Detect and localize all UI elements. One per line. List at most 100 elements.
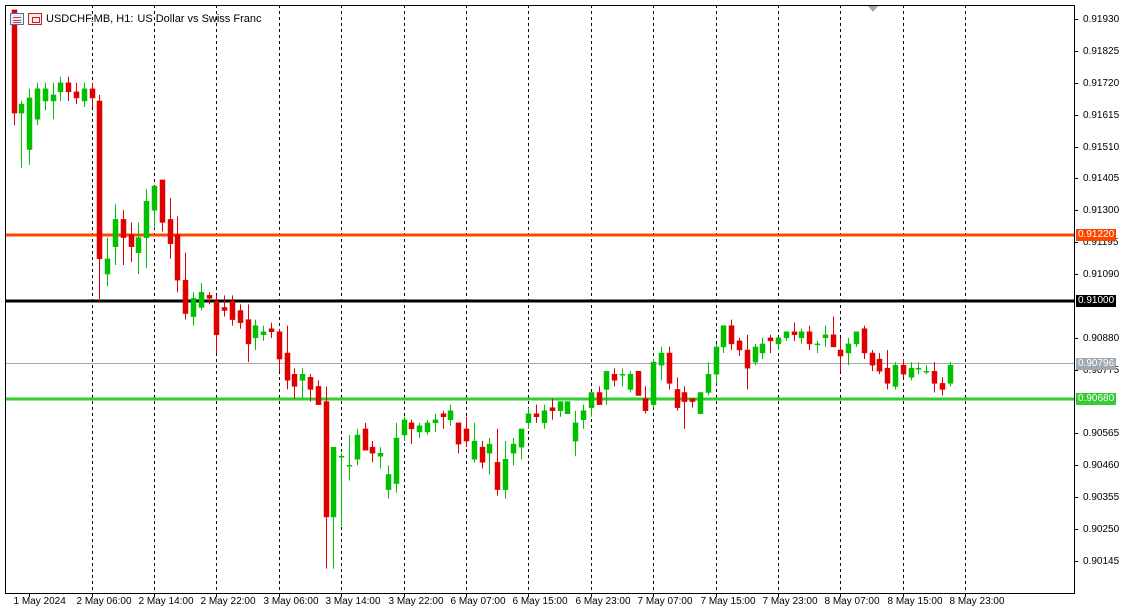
candle-body — [861, 328, 868, 354]
candle — [81, 82, 88, 108]
candle-body — [791, 331, 798, 336]
candle — [447, 404, 454, 426]
chart-description: US Dollar vs Swiss Franc — [137, 13, 262, 25]
candle — [120, 210, 127, 265]
candle — [245, 304, 252, 363]
candle-body — [845, 343, 852, 354]
candle — [57, 76, 64, 101]
candle-body — [408, 422, 415, 430]
candle-body — [557, 401, 564, 411]
candle — [26, 88, 33, 165]
candle — [908, 362, 915, 381]
candle-body — [541, 410, 548, 424]
candle-body — [34, 88, 41, 120]
candle-body — [330, 446, 337, 518]
candle — [229, 295, 236, 326]
candle — [510, 438, 517, 466]
candle — [206, 292, 213, 305]
candle — [853, 331, 860, 347]
candle — [869, 349, 876, 372]
candle — [518, 428, 525, 460]
candle — [798, 328, 805, 344]
candle — [299, 368, 306, 399]
candle-body — [362, 428, 369, 451]
candle-body — [167, 219, 174, 244]
candle — [268, 322, 275, 338]
candle — [486, 438, 493, 475]
candle-body — [900, 364, 907, 375]
candle — [752, 343, 759, 366]
candle-body — [190, 298, 197, 317]
price-tick-label: 0.91720 — [1083, 77, 1120, 89]
candle — [596, 386, 603, 405]
candle — [697, 392, 704, 414]
candle — [744, 334, 751, 390]
candle-body — [128, 234, 135, 247]
level-line-tag: 0.91000 — [1076, 295, 1117, 307]
time-tick-label: 3 May 06:00 — [263, 596, 319, 607]
candle — [674, 377, 681, 411]
candle — [362, 422, 369, 451]
candle-body — [291, 374, 298, 387]
candle — [603, 370, 610, 405]
candle — [783, 331, 790, 341]
level-line-tag: 0.91220 — [1076, 229, 1117, 241]
symbol-list-icon[interactable] — [10, 13, 24, 25]
candle — [541, 404, 548, 429]
candle-body — [783, 331, 790, 339]
candle-body — [198, 292, 205, 308]
candle — [814, 340, 821, 354]
candle-body — [174, 234, 181, 281]
candle-body — [213, 301, 220, 336]
candle — [759, 337, 766, 360]
candle-body — [401, 419, 408, 436]
candle — [401, 416, 408, 442]
candle-body — [642, 398, 649, 411]
candle — [151, 185, 158, 229]
price-tick-label: 0.91300 — [1083, 204, 1120, 216]
candle — [845, 337, 852, 366]
candle — [104, 237, 111, 287]
chart-image-icon[interactable] — [28, 13, 42, 25]
price-tick-label: 0.90355 — [1083, 491, 1120, 503]
candle — [18, 100, 25, 168]
candle-body — [494, 462, 501, 490]
candle — [393, 422, 400, 493]
candle — [471, 422, 478, 463]
candle-body — [11, 9, 18, 114]
candle-body — [416, 425, 423, 433]
candle — [884, 349, 891, 390]
time-tick-label: 6 May 15:00 — [512, 596, 568, 607]
candle-body — [876, 358, 883, 372]
candle — [237, 304, 244, 329]
candle — [34, 82, 41, 126]
candle — [323, 386, 330, 569]
candle-body — [424, 422, 431, 433]
candle — [42, 82, 49, 111]
candle — [557, 401, 564, 417]
chart-frame — [5, 5, 1075, 594]
candle-body — [96, 100, 103, 260]
candle-body — [720, 325, 727, 348]
top-strip — [0, 0, 1124, 5]
candle-body — [650, 361, 657, 405]
candle — [198, 283, 205, 311]
candle — [463, 416, 470, 448]
candle-body — [112, 219, 119, 247]
candle-body — [276, 331, 283, 360]
candle — [915, 362, 922, 375]
candle — [533, 404, 540, 423]
candle — [549, 398, 556, 420]
candle-body — [393, 437, 400, 484]
candle-body — [798, 331, 805, 339]
candle — [260, 325, 267, 341]
candle-body — [611, 374, 618, 381]
candle-body — [315, 386, 322, 405]
time-tick-label: 7 May 23:00 — [762, 596, 818, 607]
candle-body — [502, 459, 509, 490]
candle-body — [26, 97, 33, 150]
candle-body — [775, 337, 782, 345]
chart-shift-marker-icon[interactable] — [868, 6, 878, 12]
candle-body — [135, 237, 142, 254]
